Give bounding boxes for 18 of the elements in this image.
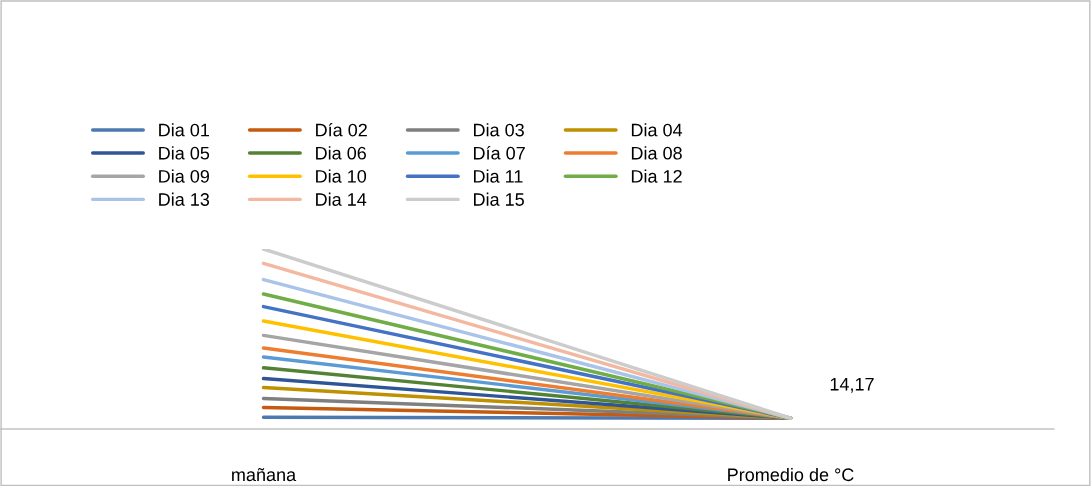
legend-label: Dia 01 <box>159 123 209 137</box>
legend-label: Dia 06 <box>316 146 366 160</box>
legend-label: Dia 08 <box>631 146 682 160</box>
legend-label: Dia 04 <box>631 123 683 137</box>
legend-label: Dia 11 <box>474 169 523 183</box>
annotation: 14,17 <box>830 378 874 393</box>
legend-label: Dia 03 <box>474 123 524 137</box>
legend-label: Dia 09 <box>159 169 210 183</box>
legend-label: Dia 12 <box>631 169 682 183</box>
x-tick-label: Promedio de °C <box>728 467 854 482</box>
legend-label: Dia 13 <box>159 192 210 206</box>
x-tick-label: mañana <box>232 468 297 482</box>
legend-label: Dia 10 <box>316 169 367 183</box>
legend-label: Dia 05 <box>159 146 210 160</box>
legend-label: Día 02 <box>316 122 367 137</box>
legend-label: Dia 14 <box>316 192 367 206</box>
legend-label: Día 07 <box>474 146 525 160</box>
legend-label: Dia 15 <box>474 192 524 206</box>
